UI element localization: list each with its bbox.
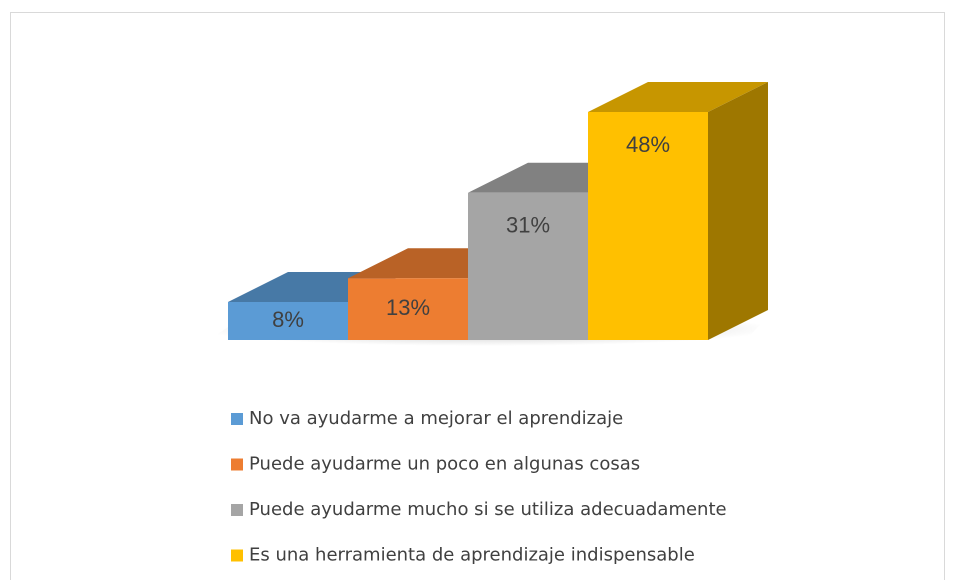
value-label: 31%	[506, 213, 550, 238]
bar	[468, 192, 588, 340]
bar	[348, 278, 468, 340]
value-label: 8%	[272, 307, 304, 332]
bar	[228, 302, 348, 340]
legend-label: Es una herramienta de aprendizaje indisp…	[249, 545, 695, 566]
legend-swatch	[231, 413, 243, 425]
legend-label: Puede ayudarme un poco en algunas cosas	[249, 454, 640, 475]
value-label: 13%	[386, 295, 430, 320]
legend-label: No va ayudarme a mejorar el aprendizaje	[249, 408, 623, 429]
value-label: 48%	[626, 132, 670, 157]
bar	[588, 112, 708, 340]
legend-label: Puede ayudarme mucho si se utiliza adecu…	[249, 499, 727, 520]
bar-side	[708, 82, 768, 340]
chart-border	[10, 12, 945, 580]
legend-swatch	[231, 458, 243, 471]
legend-swatch	[231, 504, 243, 516]
legend-swatch	[231, 549, 243, 562]
